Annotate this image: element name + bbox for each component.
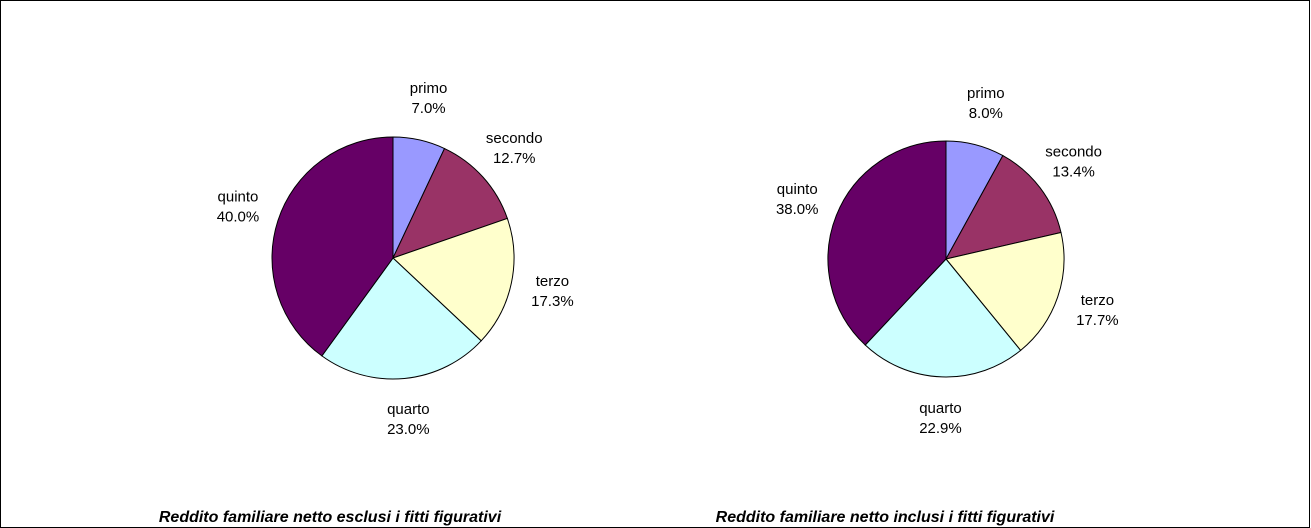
chart-title: Reddito familiare netto inclusi i fitti … bbox=[716, 509, 1055, 526]
pie-slice bbox=[864, 258, 1022, 378]
slice-value-label: 8.0% bbox=[969, 105, 1003, 122]
slice-label: primo bbox=[967, 85, 1005, 102]
pie-slice bbox=[945, 154, 1062, 260]
slice-value-label: 12.7% bbox=[493, 150, 536, 167]
pie-slice bbox=[827, 140, 947, 346]
slice-label: terzo bbox=[536, 273, 569, 290]
slice-label: quinto bbox=[777, 181, 818, 198]
slice-value-label: 17.3% bbox=[531, 293, 574, 310]
slice-value-label: 38.0% bbox=[776, 201, 819, 218]
slice-label: quinto bbox=[218, 189, 259, 206]
pie-slice bbox=[392, 217, 515, 342]
slice-label: quarto bbox=[919, 400, 962, 417]
pie-slice bbox=[392, 147, 508, 259]
chart-title: Reddito familiare netto esclusi i fitti … bbox=[159, 509, 502, 526]
slice-value-label: 23.0% bbox=[387, 421, 430, 438]
slice-value-label: 40.0% bbox=[217, 209, 260, 226]
pie-slice bbox=[945, 231, 1065, 352]
slice-label: secondo bbox=[486, 130, 543, 147]
slice-value-label: 13.4% bbox=[1052, 164, 1095, 181]
slice-label: secondo bbox=[1045, 144, 1102, 161]
slice-value-label: 7.0% bbox=[411, 100, 445, 117]
slice-label: primo bbox=[410, 80, 448, 97]
slice-value-label: 22.9% bbox=[919, 420, 962, 437]
slice-label: quarto bbox=[387, 401, 430, 418]
slice-value-label: 17.7% bbox=[1076, 312, 1119, 329]
slice-label: terzo bbox=[1081, 292, 1114, 309]
pie-slice bbox=[321, 257, 482, 380]
pie-slice bbox=[271, 136, 394, 357]
